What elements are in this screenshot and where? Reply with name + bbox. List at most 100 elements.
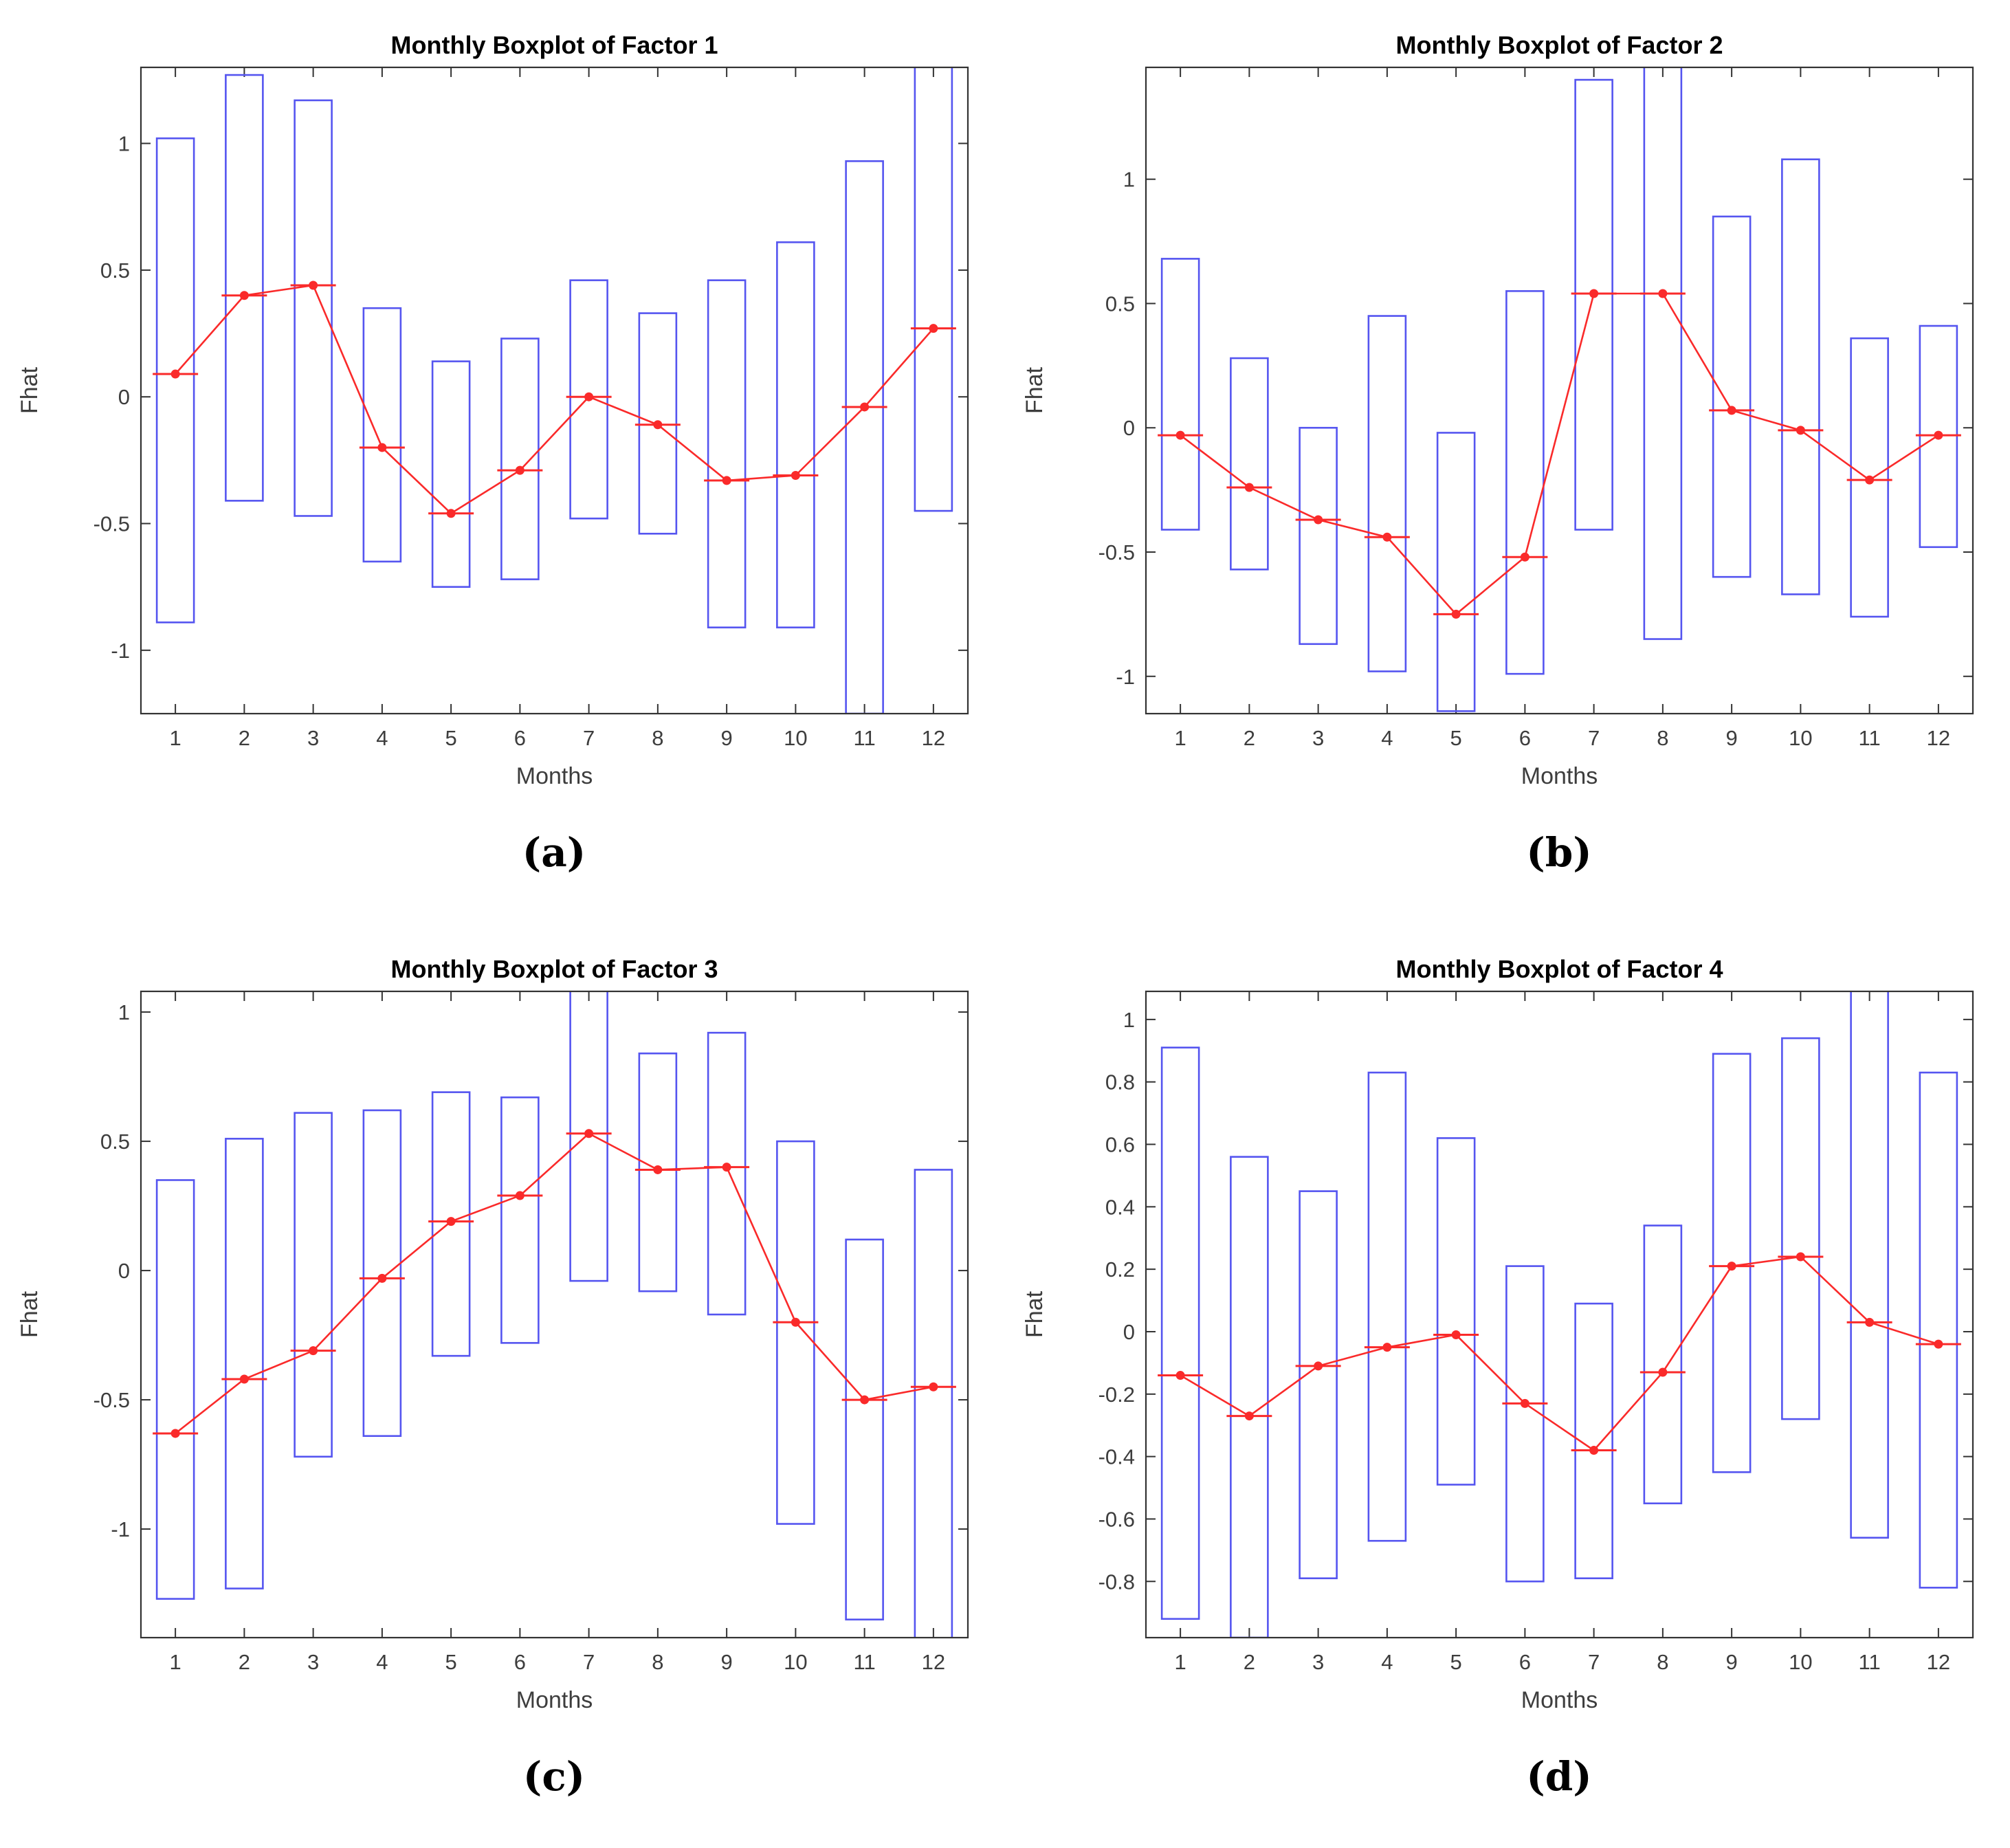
boxplot-svg: Monthly Boxplot of Factor 4 -0.8 -0.6 -0.4 -… <box>1021 955 1974 1713</box>
x-tick-label: 11 <box>1859 1650 1881 1674</box>
x-tick-label: 10 <box>784 1650 807 1674</box>
y-tick-label: 1 <box>1123 1008 1135 1032</box>
y-tick-label: -0.2 <box>1098 1383 1135 1407</box>
median-marker-month-10 <box>1796 426 1805 435</box>
median-marker-month-10 <box>791 1317 800 1327</box>
y-tick-label: 0.6 <box>1105 1133 1135 1157</box>
y-tick-label: 0 <box>118 1259 130 1283</box>
x-tick-label: 4 <box>376 726 388 750</box>
y-tick-label: 0.5 <box>100 258 130 283</box>
median-marker-month-10 <box>1796 1252 1805 1262</box>
axes-border <box>140 66 969 715</box>
x-tick-label: 7 <box>1588 1650 1600 1674</box>
box-month-10 <box>1781 158 1820 595</box>
median-marker-month-4 <box>377 1273 387 1283</box>
box-month-2 <box>1230 357 1269 571</box>
y-tick-label: -1 <box>1116 665 1135 689</box>
median-marker-month-12 <box>929 1382 938 1392</box>
box-month-6 <box>1505 290 1545 675</box>
y-tick-label: 0 <box>118 385 130 409</box>
x-tick-label: 2 <box>1244 1650 1255 1674</box>
box-month-7 <box>1574 1302 1613 1580</box>
x-tick-label: 11 <box>854 726 876 750</box>
median-line <box>1180 292 1939 616</box>
x-tick-label: 8 <box>652 1650 663 1674</box>
y-tick-label: 0.5 <box>100 1130 130 1154</box>
median-marker-month-4 <box>377 443 387 452</box>
median-marker-month-4 <box>1382 1343 1392 1352</box>
box-month-9 <box>707 1031 747 1316</box>
box-month-11 <box>845 160 884 714</box>
median-marker-month-3 <box>309 280 318 290</box>
chart-title: Monthly Boxplot of Factor 3 <box>391 955 718 983</box>
median-marker-month-5 <box>1451 1330 1461 1340</box>
y-tick-label: 0.5 <box>1105 292 1135 316</box>
median-marker-month-5 <box>1451 609 1461 619</box>
median-marker-month-7 <box>584 392 594 402</box>
subplot-caption-a: (a) <box>522 829 586 876</box>
box-month-5 <box>431 1091 471 1357</box>
box-month-3 <box>1299 426 1338 646</box>
median-marker-month-8 <box>653 420 663 430</box>
chart-title: Monthly Boxplot of Factor 4 <box>1396 955 1723 983</box>
median-marker-month-8 <box>1658 1367 1668 1377</box>
x-tick-label: 9 <box>1726 1650 1738 1674</box>
box-month-4 <box>1367 315 1407 672</box>
median-marker-month-9 <box>722 476 731 485</box>
y-tick-label: -0.8 <box>1098 1570 1135 1594</box>
median-marker-month-7 <box>1589 1446 1599 1455</box>
box-month-9 <box>707 279 747 628</box>
x-tick-label: 3 <box>307 726 319 750</box>
x-tick-label: 8 <box>1657 1650 1668 1674</box>
y-tick-label: -1 <box>111 639 130 663</box>
x-tick-label: 5 <box>1450 726 1462 750</box>
box-month-8 <box>638 1052 678 1292</box>
box-month-2 <box>225 1138 264 1590</box>
x-tick-label: 11 <box>1859 726 1881 750</box>
box-month-5 <box>1436 1137 1476 1486</box>
x-tick-label: 2 <box>1244 726 1255 750</box>
x-tick-label: 10 <box>1789 1650 1812 1674</box>
boxplot-series <box>1158 991 1961 1638</box>
median-line <box>175 1132 934 1434</box>
x-tick-label: 12 <box>922 1650 945 1674</box>
median-marker-month-2 <box>1244 483 1254 492</box>
box-month-2 <box>225 74 264 502</box>
x-tick-label: 7 <box>583 1650 595 1674</box>
x-tick-label: 8 <box>652 726 663 750</box>
x-tick-label: 3 <box>1312 726 1324 750</box>
x-tick-label: 10 <box>1789 726 1812 750</box>
box-month-3 <box>294 1112 333 1458</box>
y-tick-label: -1 <box>111 1517 130 1541</box>
boxplot-chart-factor-4: Monthly Boxplot of Factor 4 -0.8 -0.6 -0.4 -… <box>1005 924 2010 1728</box>
box-month-11 <box>845 1238 884 1620</box>
box-month-1 <box>1160 1046 1200 1620</box>
box-month-3 <box>1299 1190 1338 1580</box>
median-marker-month-1 <box>1175 430 1185 440</box>
x-tick-label: 1 <box>170 1650 181 1674</box>
y-tick-label: 0 <box>1123 1320 1135 1344</box>
median-marker-month-4 <box>1382 532 1392 542</box>
x-tick-label: 6 <box>514 1650 526 1674</box>
boxplot-chart-factor-3: Monthly Boxplot of Factor 3 -1 -0.5 0 0.5 1 1 2… <box>0 924 1005 1728</box>
x-tick-label: 3 <box>1312 1650 1324 1674</box>
x-tick-label: 6 <box>1519 726 1531 750</box>
y-tick-label: -0.5 <box>93 512 130 536</box>
x-tick-label: 5 <box>445 1650 457 1674</box>
y-axis-label: Fhat <box>16 1290 43 1338</box>
x-axis-label: Months <box>516 1687 593 1713</box>
median-marker-month-9 <box>1727 1262 1736 1271</box>
y-axis-label: Fhat <box>16 366 43 414</box>
y-tick-label: -0.5 <box>1098 540 1135 564</box>
median-marker-month-2 <box>239 1374 249 1384</box>
boxplot-svg: Monthly Boxplot of Factor 3-1-0.500.511 2… <box>16 955 969 1713</box>
box-month-9 <box>1712 215 1752 578</box>
median-marker-month-5 <box>446 1217 456 1226</box>
box-month-4 <box>1367 1071 1407 1542</box>
x-tick-label: 3 <box>307 1650 319 1674</box>
x-tick-label: 5 <box>1450 1650 1462 1674</box>
x-tick-label: 6 <box>514 726 526 750</box>
x-tick-label: 5 <box>445 726 457 750</box>
y-axis-label: Fhat <box>1021 366 1048 414</box>
x-tick-label: 7 <box>583 726 595 750</box>
